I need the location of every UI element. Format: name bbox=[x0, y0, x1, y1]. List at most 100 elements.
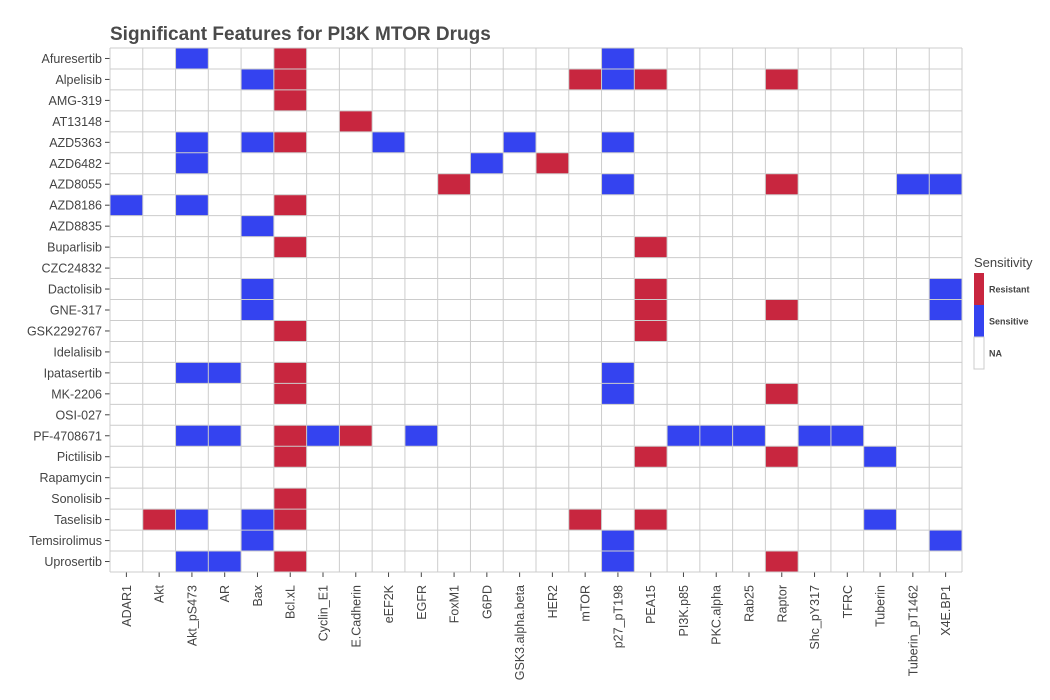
heatmap-cell bbox=[667, 425, 700, 447]
heatmap-cell bbox=[273, 362, 307, 384]
legend-label: Sensitive bbox=[989, 317, 1029, 327]
heatmap-cell bbox=[175, 509, 209, 531]
y-tick-label: Sonolisib bbox=[51, 492, 102, 506]
heatmap-cell bbox=[601, 530, 635, 552]
heatmap-cell bbox=[339, 425, 373, 447]
heatmap-cell bbox=[765, 446, 799, 468]
heatmap-cell bbox=[306, 425, 340, 447]
y-tick-label: CZC24832 bbox=[42, 262, 102, 276]
heatmap-cell bbox=[568, 68, 602, 90]
heatmap-cell bbox=[241, 509, 274, 531]
heatmap-cell bbox=[273, 509, 307, 531]
y-tick-label: Idelalisib bbox=[53, 345, 102, 359]
heatmap-cell bbox=[273, 236, 307, 258]
heatmap-cell bbox=[273, 383, 307, 405]
heatmap-cell bbox=[830, 425, 864, 447]
heatmap-cell bbox=[634, 320, 668, 342]
heatmap-cell bbox=[273, 194, 307, 216]
heatmap-cell bbox=[273, 131, 307, 153]
y-tick-label: Pictilisib bbox=[57, 450, 102, 464]
y-tick-label: OSI-027 bbox=[55, 408, 102, 422]
legend-label: NA bbox=[989, 349, 1002, 359]
y-tick-label: Temsirolimus bbox=[29, 534, 102, 548]
heatmap-cell bbox=[896, 173, 930, 195]
heatmap-cell bbox=[732, 425, 766, 447]
x-tick-label: Akt_pS473 bbox=[185, 585, 199, 646]
heatmap-cell bbox=[175, 131, 209, 153]
heatmap-cell bbox=[273, 89, 307, 111]
legend-title: Sensitivity bbox=[974, 255, 1033, 270]
x-tick-label: Tuberin_pT1462 bbox=[906, 585, 920, 676]
y-tick-label: AT13148 bbox=[52, 115, 102, 129]
heatmap-cell bbox=[765, 551, 799, 572]
heatmap-cell bbox=[634, 278, 668, 300]
legend-label: Resistant bbox=[989, 285, 1030, 295]
heatmap-cell bbox=[208, 362, 242, 384]
y-tick-label: GSK2292767 bbox=[27, 324, 102, 338]
y-tick-label: AZD8055 bbox=[49, 178, 102, 192]
y-tick-label: AMG-319 bbox=[49, 94, 103, 108]
y-tick-label: GNE-317 bbox=[50, 304, 102, 318]
x-tick-label: Tuberin bbox=[874, 585, 888, 627]
x-tick-label: Akt bbox=[153, 584, 167, 603]
heatmap-cell bbox=[798, 425, 831, 447]
grid-layer bbox=[109, 47, 963, 573]
heatmap-cell bbox=[175, 48, 209, 69]
heatmap-cell bbox=[241, 131, 274, 153]
x-tick-label: p27_pT198 bbox=[611, 585, 625, 648]
x-tick-label: PKC.alpha bbox=[710, 585, 724, 645]
heatmap-cell bbox=[536, 152, 569, 174]
heatmap-cell bbox=[699, 425, 733, 447]
heatmap-cell bbox=[634, 299, 668, 321]
x-tick-label: EGFR bbox=[415, 585, 429, 620]
x-tick-label: PEA15 bbox=[644, 585, 658, 624]
y-tick-label: PF-4708671 bbox=[33, 429, 102, 443]
x-tick-label: G6PD bbox=[480, 585, 494, 619]
y-tick-label: Alpelisib bbox=[55, 73, 102, 87]
x-tick-label: HER2 bbox=[546, 585, 560, 618]
legend-swatch bbox=[974, 305, 984, 337]
y-tick-label: MK-2206 bbox=[51, 387, 102, 401]
legend-swatch bbox=[974, 273, 984, 305]
x-tick-label: Raptor bbox=[775, 585, 789, 623]
y-tick-label: AZD8835 bbox=[49, 220, 102, 234]
x-tick-label: ADAR1 bbox=[120, 585, 134, 627]
heatmap-cell bbox=[241, 299, 274, 321]
heatmap-cell bbox=[765, 299, 799, 321]
heatmap-cell bbox=[765, 68, 799, 90]
heatmap-cell bbox=[929, 173, 962, 195]
heatmap-cell bbox=[634, 236, 668, 258]
x-tick-label: PI3K.p85 bbox=[677, 585, 691, 636]
x-tick-label: eEF2K bbox=[382, 584, 396, 623]
heatmap-cell bbox=[175, 551, 209, 572]
x-tick-label: Bax bbox=[251, 584, 265, 606]
x-tick-label: E.Cadherin bbox=[349, 585, 363, 648]
heatmap-cell bbox=[241, 278, 274, 300]
y-tick-label: Rapamycin bbox=[39, 471, 102, 485]
heatmap-cell bbox=[273, 488, 307, 510]
heatmap-cell bbox=[208, 551, 242, 572]
heatmap-cell bbox=[634, 509, 668, 531]
heatmap-cell bbox=[437, 173, 471, 195]
x-tick-label: mTOR bbox=[579, 585, 593, 622]
heatmap-cell bbox=[175, 152, 209, 174]
heatmap-cell bbox=[404, 425, 438, 447]
x-tick-label: Shc_pY317 bbox=[808, 585, 822, 650]
x-tick-label: Cyclin_E1 bbox=[317, 585, 331, 641]
heatmap-cell bbox=[241, 215, 274, 237]
heatmap-cell bbox=[110, 194, 143, 216]
y-tick-label: AZD5363 bbox=[49, 136, 102, 150]
heatmap-cell bbox=[929, 299, 962, 321]
heatmap-cell bbox=[601, 131, 635, 153]
y-tick-label: Afuresertib bbox=[42, 52, 102, 66]
heatmap-cell bbox=[601, 551, 635, 572]
heatmap-cell bbox=[634, 68, 668, 90]
y-tick-label: Taselisib bbox=[54, 513, 102, 527]
heatmap-cell bbox=[929, 278, 962, 300]
heatmap-cell bbox=[175, 425, 209, 447]
heatmap-cell bbox=[241, 68, 274, 90]
heatmap-cell bbox=[175, 194, 209, 216]
heatmap-cell bbox=[503, 131, 536, 153]
heatmap-cell bbox=[273, 48, 307, 69]
heatmap-cell bbox=[372, 131, 405, 153]
